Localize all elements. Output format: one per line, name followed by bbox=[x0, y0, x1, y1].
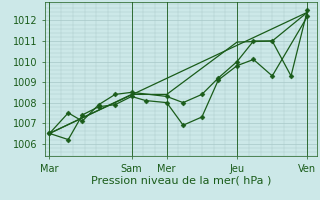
X-axis label: Pression niveau de la mer( hPa ): Pression niveau de la mer( hPa ) bbox=[91, 175, 271, 185]
